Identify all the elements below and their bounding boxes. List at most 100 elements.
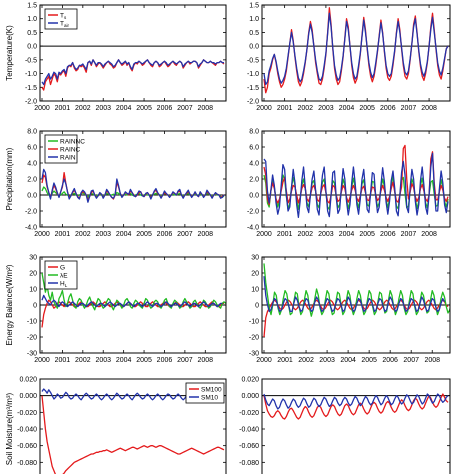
x-tick-label: 2006: [380, 231, 396, 238]
x-tick-label: 2005: [136, 357, 152, 364]
y-tick-label: 10: [251, 287, 259, 294]
series-line-t-air: [263, 12, 449, 86]
y-tick-label: 20: [251, 271, 259, 278]
x-tick-label: 2004: [339, 105, 355, 112]
plot-frame: [261, 4, 451, 102]
y-tick-label: -1.0: [25, 71, 37, 78]
x-tick-label: 2008: [198, 357, 214, 364]
y-tick-label: 10: [29, 287, 37, 294]
x-tick-label: 2008: [421, 105, 437, 112]
x-tick-label: 2004: [116, 105, 132, 112]
x-tick-label: 2002: [297, 105, 313, 112]
y-axis-label: Precipitation(mm): [5, 147, 14, 210]
y-tick-label: -10: [249, 319, 259, 326]
x-tick-label: 2007: [401, 231, 417, 238]
y-tick-label: -0.020: [239, 410, 259, 417]
x-tick-label: 2000: [34, 231, 50, 238]
y-tick-label: 0.020: [241, 377, 259, 384]
plot-frame: [261, 256, 451, 354]
y-axis-label: Energy Balance(W/m²): [5, 264, 14, 345]
plot-frame: [39, 378, 227, 474]
y-tick-label: -1.5: [247, 85, 259, 92]
y-tick-label: 0.0: [27, 193, 37, 200]
y-tick-label: -30: [249, 351, 259, 358]
plot-frame: [39, 4, 227, 102]
y-tick-label: 1.0: [27, 16, 37, 23]
y-tick-label: -2.0: [25, 99, 37, 106]
legend-label: RAIN: [60, 154, 76, 161]
x-tick-label: 2000: [256, 357, 272, 364]
y-tick-label: -2.0: [247, 99, 259, 106]
x-tick-label: 2007: [403, 357, 419, 364]
y-tick-label: 4.0: [27, 161, 37, 168]
x-tick-label: 2002: [75, 357, 91, 364]
y-tick-label: 4.0: [249, 161, 259, 168]
plot-frame: [261, 130, 451, 228]
y-tick-label: 30: [29, 255, 37, 262]
x-tick-label: 2004: [339, 231, 355, 238]
series-line-t-s: [41, 59, 225, 91]
series-line-rain: [41, 168, 225, 203]
y-tick-label: 0: [33, 303, 37, 310]
x-tick-label: 2001: [55, 231, 71, 238]
legend-label: λE: [60, 272, 68, 279]
y-tick-label: -0.5: [25, 57, 37, 64]
series-line-sm100: [263, 393, 449, 420]
series-line-h-l: [263, 276, 446, 313]
x-tick-label: 2003: [318, 105, 334, 112]
y-tick-label: -0.040: [239, 427, 259, 434]
y-tick-label: 0.5: [27, 30, 37, 37]
y-tick-label: -4.0: [247, 225, 259, 232]
series-line-h-l: [41, 294, 223, 308]
x-tick-label: 2007: [177, 357, 193, 364]
legend-label: HL: [60, 280, 68, 288]
series-line-sm10: [263, 393, 449, 410]
x-tick-label: 2002: [75, 105, 91, 112]
x-tick-label: 2002: [298, 357, 314, 364]
plot-frame: [261, 378, 451, 474]
y-tick-label: 0.000: [241, 393, 259, 400]
y-axis-label: Soil Moisture(m³/m³): [5, 392, 14, 465]
series-line-rain: [263, 152, 449, 219]
y-tick-label: 0: [255, 303, 259, 310]
y-tick-label: -1.5: [25, 85, 37, 92]
y-tick-label: 20: [29, 271, 37, 278]
y-tick-label: 30: [251, 255, 259, 262]
y-tick-label: -20: [249, 335, 259, 342]
legend-label: Tair: [60, 20, 69, 28]
x-tick-label: 2003: [95, 105, 111, 112]
x-tick-label: 2007: [401, 105, 417, 112]
y-tick-label: 2.0: [27, 177, 37, 184]
y-tick-label: 6.0: [249, 145, 259, 152]
y-tick-label: -1.0: [247, 71, 259, 78]
x-tick-label: 2003: [319, 357, 335, 364]
series-line--e: [41, 272, 226, 311]
y-tick-label: -0.080: [17, 460, 37, 467]
x-tick-label: 2003: [95, 357, 111, 364]
legend-box: [185, 382, 225, 404]
y-tick-label: -10: [27, 319, 37, 326]
x-tick-label: 2003: [318, 231, 334, 238]
x-tick-label: 2007: [177, 231, 193, 238]
x-tick-label: 2004: [340, 357, 356, 364]
x-tick-label: 2004: [116, 357, 132, 364]
x-tick-label: 2003: [95, 231, 111, 238]
x-tick-label: 2000: [34, 105, 50, 112]
x-tick-label: 2006: [157, 231, 173, 238]
series-line-t-s: [263, 7, 449, 94]
x-tick-label: 2006: [382, 357, 398, 364]
x-tick-label: 2006: [380, 105, 396, 112]
x-tick-label: 2005: [136, 105, 152, 112]
y-tick-label: -0.080: [239, 460, 259, 467]
x-tick-label: 2000: [34, 357, 50, 364]
x-tick-label: 2001: [277, 231, 293, 238]
